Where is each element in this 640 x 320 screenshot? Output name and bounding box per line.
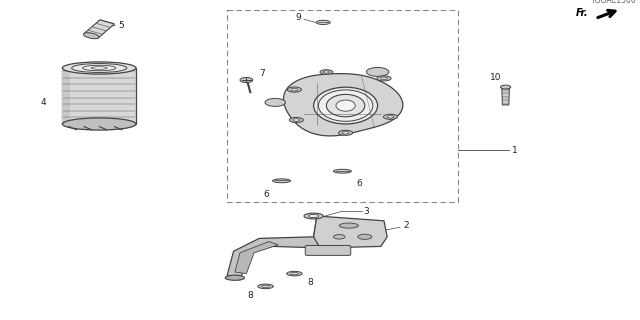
- Text: 10: 10: [490, 73, 502, 82]
- Ellipse shape: [225, 275, 244, 280]
- Text: 9: 9: [295, 13, 301, 22]
- Ellipse shape: [91, 67, 108, 69]
- Ellipse shape: [319, 90, 372, 121]
- Ellipse shape: [291, 273, 298, 275]
- Ellipse shape: [83, 65, 116, 71]
- Text: 6: 6: [263, 190, 269, 199]
- Ellipse shape: [265, 98, 285, 106]
- Ellipse shape: [339, 130, 353, 135]
- Text: 8: 8: [307, 278, 313, 287]
- Text: 5: 5: [118, 21, 124, 30]
- Ellipse shape: [333, 169, 351, 173]
- Ellipse shape: [72, 63, 127, 72]
- Ellipse shape: [291, 88, 298, 91]
- Ellipse shape: [287, 271, 302, 276]
- Ellipse shape: [287, 87, 301, 92]
- Polygon shape: [502, 87, 509, 105]
- Ellipse shape: [316, 20, 330, 24]
- FancyBboxPatch shape: [305, 245, 351, 255]
- Text: 3: 3: [364, 207, 369, 216]
- Text: 6: 6: [356, 179, 362, 188]
- Ellipse shape: [262, 285, 269, 287]
- Ellipse shape: [500, 85, 511, 89]
- Ellipse shape: [333, 235, 345, 239]
- Text: 2: 2: [403, 221, 409, 230]
- Polygon shape: [235, 242, 278, 274]
- Ellipse shape: [63, 62, 136, 74]
- Polygon shape: [314, 216, 387, 248]
- Text: 7: 7: [259, 69, 265, 78]
- Ellipse shape: [358, 234, 372, 239]
- Ellipse shape: [387, 116, 394, 118]
- Ellipse shape: [258, 284, 273, 289]
- Ellipse shape: [320, 70, 333, 74]
- Ellipse shape: [326, 94, 365, 117]
- Ellipse shape: [339, 223, 358, 228]
- Ellipse shape: [308, 214, 319, 218]
- Ellipse shape: [63, 118, 136, 130]
- Ellipse shape: [304, 213, 323, 219]
- Ellipse shape: [289, 117, 303, 123]
- Ellipse shape: [377, 76, 391, 81]
- Text: 1: 1: [512, 146, 518, 155]
- Ellipse shape: [323, 71, 330, 73]
- Ellipse shape: [273, 179, 291, 183]
- Ellipse shape: [381, 77, 388, 80]
- Ellipse shape: [367, 68, 389, 76]
- Text: Fr.: Fr.: [576, 8, 589, 18]
- Bar: [63, 68, 136, 124]
- Ellipse shape: [342, 132, 349, 134]
- Polygon shape: [227, 216, 323, 280]
- Polygon shape: [63, 68, 70, 124]
- Text: TGGAE1300: TGGAE1300: [591, 0, 637, 5]
- Ellipse shape: [336, 100, 355, 111]
- Ellipse shape: [83, 33, 99, 39]
- Polygon shape: [284, 74, 403, 136]
- Ellipse shape: [314, 87, 378, 124]
- Ellipse shape: [293, 119, 300, 121]
- Ellipse shape: [383, 114, 397, 119]
- Bar: [227, 10, 458, 202]
- Text: 8: 8: [247, 291, 253, 300]
- Ellipse shape: [240, 77, 253, 83]
- Text: 4: 4: [41, 98, 47, 107]
- Polygon shape: [84, 20, 115, 38]
